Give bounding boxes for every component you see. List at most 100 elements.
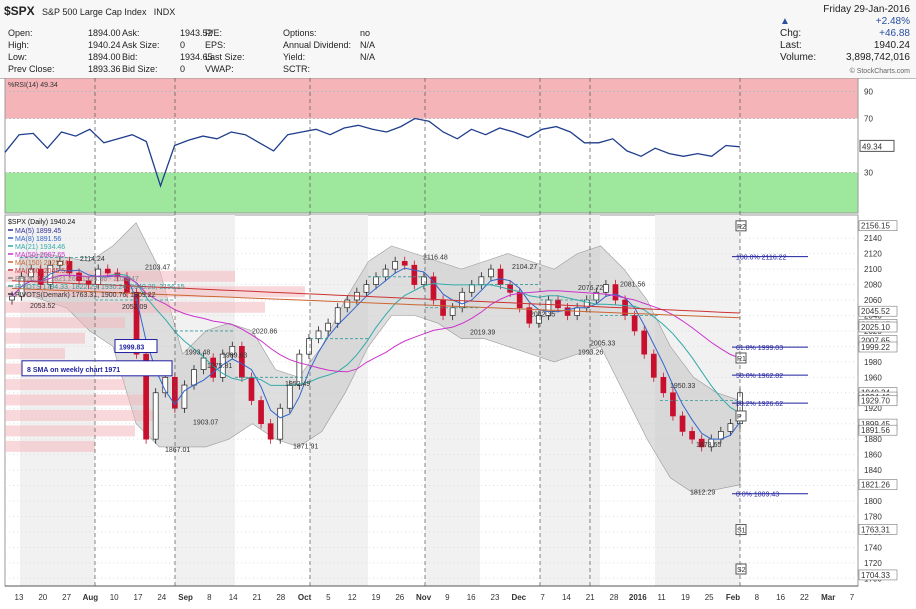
last-value: 1940.24 <box>873 40 910 51</box>
x-tick-label: 24 <box>157 593 166 602</box>
quote-field-value: no <box>360 28 371 38</box>
price-annotation: 2081.56 <box>620 281 645 288</box>
price-tick-label: 2080 <box>864 281 882 290</box>
price-annotation: 38.2% 1926.62 <box>736 401 783 408</box>
x-tick-label: 14 <box>562 593 571 602</box>
price-annotation: 2103.47 <box>145 264 170 271</box>
candle-body <box>612 284 619 301</box>
price-annotation: 2020.86 <box>252 328 277 335</box>
volume-by-price-bar <box>5 348 65 360</box>
x-tick-label: 25 <box>705 593 714 602</box>
candle-body <box>516 291 523 309</box>
x-tick-label: 2016 <box>629 593 647 602</box>
quote-field-value: 1934.65 <box>180 52 213 62</box>
pivot-marker: P <box>737 414 742 421</box>
candle-body <box>28 268 35 278</box>
right-value-label: 1821.26 <box>861 481 890 490</box>
quote-field-label: Bid: <box>122 52 138 62</box>
candle-body <box>286 384 293 409</box>
x-tick-label: 9 <box>445 593 450 602</box>
candle-body <box>430 276 437 301</box>
price-tick-label: 1800 <box>864 497 882 506</box>
price-tick-label: 1740 <box>864 543 882 552</box>
right-value-box <box>858 341 898 353</box>
candle-body <box>670 392 676 417</box>
callout-box <box>21 360 173 377</box>
callout-text: 1999.83 <box>119 345 144 352</box>
x-tick-label: 13 <box>15 593 24 602</box>
volume-value: 3,898,742,016 <box>846 52 910 63</box>
right-value-label: 2007.65 <box>861 336 890 345</box>
candle-body <box>363 284 370 293</box>
candle-body <box>564 307 571 316</box>
right-value-label: 1899.45 <box>861 420 890 429</box>
x-tick-label: Sep <box>178 593 193 602</box>
price-annotation: 1871.91 <box>293 443 318 450</box>
legend-entry: MA(8) 1891.56 <box>15 236 61 243</box>
x-tick-label: 26 <box>395 593 404 602</box>
pivot-marker-box <box>735 410 747 422</box>
rsi-tick-label: 90 <box>864 88 873 97</box>
candle-body <box>545 299 552 316</box>
right-value-label: 1929.70 <box>861 397 890 406</box>
candle-body <box>37 268 44 285</box>
pivot-marker-box <box>735 524 747 536</box>
price-tick-label: 1780 <box>864 512 882 521</box>
right-value-box <box>858 524 898 535</box>
candle-body <box>152 392 159 440</box>
candle-body <box>200 357 207 370</box>
candle-body <box>421 276 427 285</box>
right-value-label: 2045.52 <box>861 307 890 316</box>
quote-field-value: 0 <box>180 40 186 50</box>
candle-body <box>9 295 15 301</box>
right-value-box <box>858 220 898 232</box>
rsi-tick-label: 30 <box>864 169 873 178</box>
x-tick-label: 19 <box>372 593 381 602</box>
quote-summary: Friday 29-Jan-2016 ▲ +2.48% Chg: +46.88 La… <box>780 4 910 64</box>
x-tick-label: 21 <box>586 593 595 602</box>
x-tick-label: 8 <box>755 593 760 602</box>
price-tick-label: 1840 <box>864 466 882 475</box>
candle-body <box>219 353 226 378</box>
quote-field-label: Ask: <box>122 28 140 38</box>
candle-body <box>133 291 140 355</box>
x-tick-label: 17 <box>134 593 143 602</box>
quote-field-label: Ask Size: <box>122 40 160 50</box>
price-tick-label: 1960 <box>864 373 882 382</box>
candle-body <box>315 330 322 340</box>
candle-body <box>239 346 245 378</box>
price-tick-label: 2060 <box>864 296 882 305</box>
candle-body <box>555 299 561 309</box>
candle-body <box>181 384 188 409</box>
candle-body <box>411 264 418 285</box>
symbol-title: $SPX S&P 500 Large Cap Index INDX <box>4 4 175 18</box>
x-tick-label: 5 <box>326 593 331 602</box>
callout-text: 8 SMA on weekly chart 1971 <box>27 367 120 374</box>
pivot-marker: S1 <box>737 528 746 535</box>
legend-entry: MA(5) 1899.45 <box>15 228 61 235</box>
candle-body <box>679 415 686 432</box>
candle-body <box>229 346 236 355</box>
price-tick-label: 1880 <box>864 435 882 444</box>
legend-entry: MA(21) 1934.46 <box>15 244 65 251</box>
candle-body <box>650 353 657 378</box>
quote-field-value: 0 <box>180 64 186 74</box>
price-tick-label: 2140 <box>864 234 882 243</box>
candle-body <box>641 330 648 355</box>
candle-body <box>248 376 255 401</box>
price-annotation: 2005.33 <box>590 340 615 347</box>
price-annotation: 61.8% 1999.03 <box>736 345 783 352</box>
candle-body <box>258 400 264 425</box>
quote-field-value: N/A <box>360 52 376 62</box>
candle-body <box>698 438 705 448</box>
rsi-title: %RSI(14) 49.34 <box>8 82 58 89</box>
right-value-box <box>858 395 898 407</box>
candle-body <box>507 284 513 293</box>
quote-field-value: 1940.24 <box>88 40 121 50</box>
candle-body <box>296 353 303 386</box>
up-arrow-icon: ▲ <box>780 16 790 27</box>
pivot-marker: S2 <box>737 567 746 574</box>
x-tick-label: 14 <box>229 593 238 602</box>
